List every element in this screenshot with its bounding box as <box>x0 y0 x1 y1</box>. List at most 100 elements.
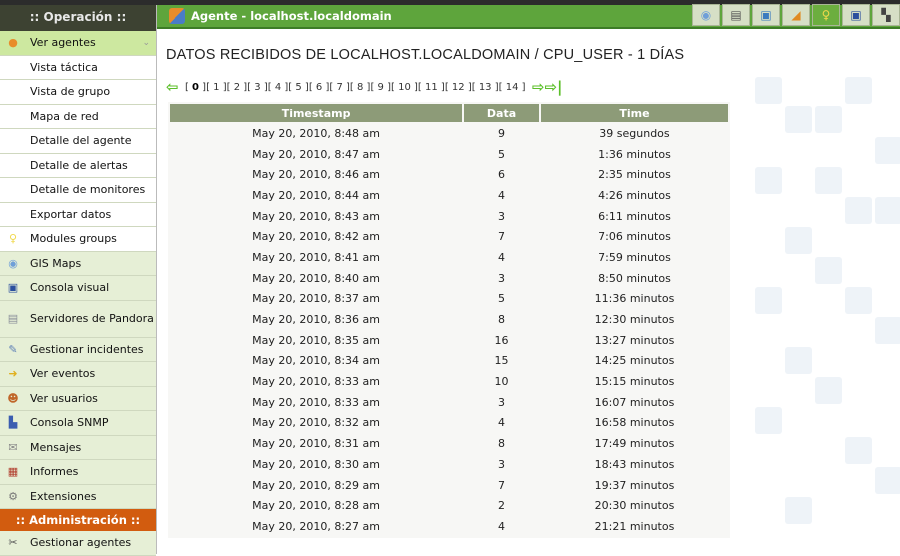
sidebar-item-label: Servidores de Pandora <box>30 312 154 325</box>
background-square <box>755 167 782 194</box>
sidebar-item-mapa-de-red[interactable]: Mapa de red <box>0 104 156 129</box>
background-square <box>755 287 782 314</box>
timestamp-cell: May 20, 2010, 8:33 am <box>170 372 463 391</box>
sidebar-item-label: Informes <box>30 465 79 479</box>
sidebar-item-modules-groups[interactable]: ♀ Modules groups <box>0 227 156 252</box>
broom-button[interactable]: ◢ <box>782 4 810 26</box>
table-row: May 20, 2010, 8:48 am 9 39 segundos <box>170 124 728 143</box>
time-cell: 4:26 minutos <box>540 186 728 205</box>
sidebar-item-servidores-de-pandora[interactable]: ▤ Servidores de Pandora <box>0 300 156 338</box>
sidebar-item-gestionar-agentes[interactable]: ✂ Gestionar agentes <box>0 531 156 556</box>
page-link-4[interactable]: 4 <box>274 81 282 93</box>
sidebar-item-detalle-de-alertas[interactable]: Detalle de alertas <box>0 153 156 178</box>
sidebar-item-vista-de-grupo[interactable]: Vista de grupo <box>0 80 156 105</box>
last-page-arrow-icon[interactable]: ⇨| <box>544 78 563 96</box>
sidebar-item-extensiones[interactable]: ⚙ Extensiones <box>0 484 156 509</box>
monitor-button[interactable]: ▣ <box>842 4 870 26</box>
table-row: May 20, 2010, 8:47 am 5 1:36 minutos <box>170 144 728 164</box>
sidebar-item-exportar-datos[interactable]: Exportar datos <box>0 202 156 227</box>
background-square <box>785 106 812 133</box>
page-link-0[interactable]: 0 <box>192 81 199 93</box>
sidebar-item-label: Gestionar incidentes <box>30 342 144 356</box>
sidebar-item-gestionar-incidentes[interactable]: ✎ Gestionar incidentes <box>0 337 156 362</box>
background-square <box>875 317 900 344</box>
sidebar-item-label: Detalle de alertas <box>30 158 128 172</box>
sidebar-item-consola-snmp[interactable]: ▙ Consola SNMP <box>0 411 156 436</box>
table-row: May 20, 2010, 8:32 am 4 16:58 minutos <box>170 413 728 433</box>
background-square <box>875 197 900 224</box>
sidebar-item-label: Modules groups <box>30 232 117 246</box>
windows-button[interactable]: ▣ <box>752 4 780 26</box>
timestamp-cell: May 20, 2010, 8:43 am <box>170 206 463 226</box>
agent-icon <box>169 8 185 24</box>
users-icon: ☻ <box>7 391 19 405</box>
time-cell: 15:15 minutos <box>540 372 728 391</box>
data-cell: 8 <box>464 310 539 329</box>
next-page-arrow-icon[interactable]: ⇨ <box>531 78 545 96</box>
page-link-13[interactable]: 13 <box>478 81 492 93</box>
data-cell: 4 <box>464 186 539 205</box>
chevron-down-icon[interactable]: ⌄ <box>142 37 150 48</box>
background-square <box>815 106 842 133</box>
time-cell: 21:21 minutos <box>540 517 728 536</box>
time-cell: 6:11 minutos <box>540 206 728 226</box>
time-cell: 17:49 minutos <box>540 434 728 453</box>
sidebar-item-vista-tactica[interactable]: Vista táctica <box>0 55 156 80</box>
page-link-8[interactable]: 8 <box>357 81 364 93</box>
sidebar-item-ver-eventos[interactable]: ➜ Ver eventos <box>0 362 156 387</box>
time-cell: 20:30 minutos <box>540 496 728 516</box>
sidebar-item-consola-visual[interactable]: ▣ Consola visual <box>0 276 156 301</box>
sidebar-item-detalle-del-agente[interactable]: Detalle del agente <box>0 129 156 154</box>
sidebar-item-label: Exportar datos <box>30 207 112 221</box>
background-square <box>815 257 842 284</box>
page-link-6[interactable]: 6 <box>315 81 323 93</box>
sidebar-item-label: GIS Maps <box>30 256 82 270</box>
sidebar-item-ver-usuarios[interactable]: ☻ Ver usuarios <box>0 386 156 411</box>
first-page-arrow-icon[interactable]: ⇦ <box>166 78 179 96</box>
sidebar-item-label: Ver usuarios <box>30 391 98 405</box>
data-cell: 4 <box>464 413 539 433</box>
envelope-icon: ✉ <box>8 440 18 454</box>
background-square <box>845 287 872 314</box>
sidebar-item-mensajes[interactable]: ✉ Mensajes <box>0 435 156 460</box>
timestamp-cell: May 20, 2010, 8:35 am <box>170 330 463 350</box>
lightbulb-button[interactable]: ♀ <box>812 4 840 26</box>
time-cell: 16:58 minutos <box>540 413 728 433</box>
page-link-9[interactable]: 9 <box>377 81 384 93</box>
time-cell: 1:36 minutos <box>540 144 728 164</box>
sidebar-item-detalle-de-monitores[interactable]: Detalle de monitores <box>0 178 156 203</box>
globe-button[interactable]: ◉ <box>692 4 720 26</box>
background-square <box>815 377 842 404</box>
page-link-11[interactable]: 11 <box>425 81 438 93</box>
page-link-2[interactable]: 2 <box>233 81 241 93</box>
timestamp-cell: May 20, 2010, 8:37 am <box>170 289 463 309</box>
page-link-1[interactable]: 1 <box>213 81 220 93</box>
sidebar-item-informes[interactable]: ▦ Informes <box>0 460 156 485</box>
timestamp-cell: May 20, 2010, 8:34 am <box>170 351 463 371</box>
page-link-12[interactable]: 12 <box>451 81 465 93</box>
timestamp-cell: May 20, 2010, 8:48 am <box>170 124 463 143</box>
data-cell: 15 <box>464 351 539 371</box>
page-link-14[interactable]: 14 <box>505 81 519 93</box>
events-icon: ➜ <box>8 367 18 381</box>
table-row: May 20, 2010, 8:41 am 4 7:59 minutos <box>170 248 728 267</box>
sidebar-item-label: Consola visual <box>30 281 110 295</box>
table-row: May 20, 2010, 8:40 am 3 8:50 minutos <box>170 268 728 288</box>
page-link-3[interactable]: 3 <box>254 81 261 93</box>
sidebar-item-gis-maps[interactable]: ◉ GIS Maps <box>0 251 156 276</box>
data-cell: 7 <box>464 475 539 495</box>
monitor-icon: ▣ <box>850 8 862 22</box>
page-link-10[interactable]: 10 <box>398 81 411 93</box>
time-cell: 13:27 minutos <box>540 330 728 350</box>
sidebar-item-ver-agentes[interactable]: ● Ver agentes ⌄ <box>0 31 156 56</box>
column-header-timestamp: Timestamp <box>170 104 463 122</box>
timestamp-cell: May 20, 2010, 8:42 am <box>170 227 463 247</box>
page-link-7[interactable]: 7 <box>336 81 343 93</box>
table-row: May 20, 2010, 8:33 am 3 16:07 minutos <box>170 392 728 412</box>
time-cell: 16:07 minutos <box>540 392 728 412</box>
servers-button[interactable]: ▤ <box>722 4 750 26</box>
sidebar-header-administracion: :: Administración :: <box>0 509 156 531</box>
page-link-5[interactable]: 5 <box>295 81 302 93</box>
data-cell: 8 <box>464 434 539 453</box>
grid-button[interactable]: ▚ <box>872 4 900 26</box>
